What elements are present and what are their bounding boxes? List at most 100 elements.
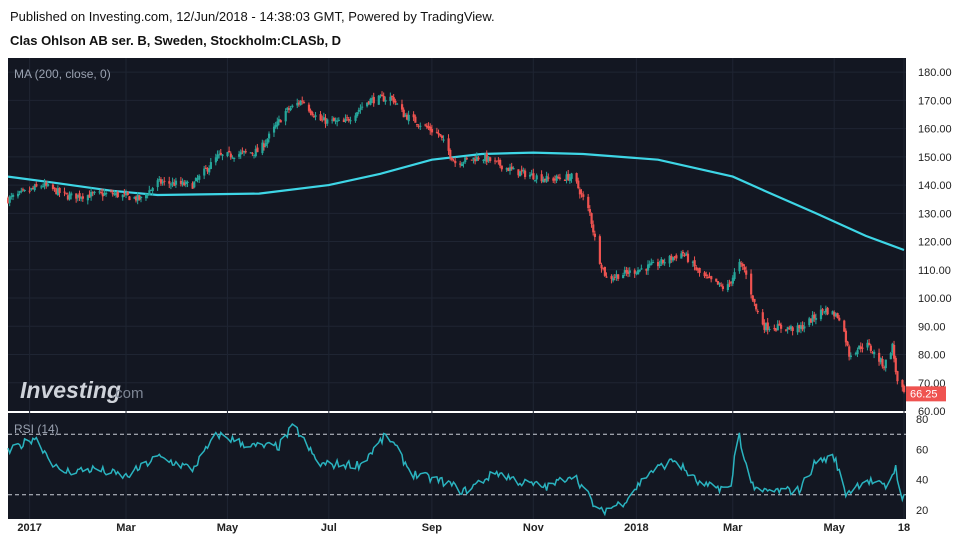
candle-body	[20, 190, 23, 192]
candle-body	[452, 160, 455, 162]
candle-body	[814, 318, 818, 320]
candle-body	[357, 109, 360, 112]
candle-body	[698, 267, 701, 273]
candle-body	[425, 125, 429, 128]
candle-body	[356, 112, 359, 117]
candle-body	[239, 152, 242, 155]
rsi-tick-label: 20	[916, 505, 928, 517]
candle-body	[623, 270, 626, 274]
rsi-layer	[7, 422, 906, 517]
candle-body	[656, 262, 660, 267]
candle-body	[369, 98, 372, 105]
candle-body	[415, 124, 419, 126]
candle-body	[31, 188, 35, 190]
candle-body	[472, 157, 475, 160]
candle-body	[858, 345, 861, 350]
price-tick-label: 140.00	[918, 180, 952, 192]
ma-200-line	[7, 151, 905, 252]
candle-body	[751, 295, 754, 301]
price-tick-label: 120.00	[918, 237, 952, 249]
rsi-tick-label: 40	[916, 475, 928, 487]
candle-body	[450, 157, 454, 160]
candle-body	[844, 330, 848, 343]
candle-body	[80, 197, 83, 199]
candle-body	[465, 158, 469, 160]
candle-body	[291, 105, 294, 108]
candle-body	[718, 283, 721, 285]
time-tick-label: May	[823, 522, 845, 534]
candle-body	[894, 357, 897, 373]
candle-body	[693, 260, 696, 267]
candle-body	[789, 326, 793, 330]
candle-body	[43, 182, 46, 187]
candle-body	[786, 327, 789, 330]
candle-body	[45, 182, 48, 186]
candle-body	[695, 267, 698, 270]
candle-body	[570, 173, 573, 179]
candle-body	[775, 328, 778, 331]
candle-body	[314, 115, 317, 117]
candle-body	[454, 160, 457, 164]
price-tick-label: 160.00	[918, 124, 952, 136]
candle-body	[808, 318, 811, 326]
candle-body	[208, 168, 211, 173]
candle-body	[332, 118, 336, 122]
candle-body	[788, 327, 791, 329]
candle-body	[379, 95, 382, 97]
candle-body	[53, 187, 56, 189]
candle-body	[809, 318, 813, 323]
candle-body	[115, 192, 118, 196]
candle-body	[603, 266, 606, 276]
candle-body	[893, 344, 896, 359]
candle-body	[460, 163, 464, 167]
candle-body	[414, 116, 417, 123]
price-tick-label: 130.00	[918, 208, 952, 220]
candle-body	[156, 180, 159, 188]
candle-body	[896, 371, 899, 382]
candle-body	[658, 264, 661, 266]
candle-body	[784, 329, 788, 331]
candle-body	[336, 120, 339, 122]
candle-body	[831, 311, 834, 315]
price-tick-label: 90.00	[918, 321, 946, 333]
candle-body	[391, 96, 394, 98]
candle-body	[622, 275, 625, 279]
candle-body	[663, 262, 666, 264]
candle-body	[229, 153, 232, 158]
candle-body	[627, 271, 630, 274]
time-tick-label: Mar	[116, 522, 136, 534]
candle-body	[337, 119, 341, 121]
candle-body	[261, 142, 264, 154]
instrument-title: Clas Ohlson AB ser. B, Sweden, Stockholm…	[10, 33, 342, 48]
candle-body	[158, 178, 161, 180]
candle-body	[868, 342, 871, 345]
candle-body	[23, 190, 26, 192]
candle-body	[464, 157, 467, 163]
candle-body	[251, 152, 254, 154]
candle-body	[519, 171, 522, 177]
price-axis	[906, 58, 960, 519]
candle-body	[474, 159, 477, 162]
last-price-marker: 66.25	[906, 386, 946, 402]
candle-body	[721, 286, 725, 289]
candle-body	[547, 177, 550, 179]
candle-body	[796, 325, 799, 333]
candle-body	[673, 256, 676, 258]
candle-body	[779, 324, 783, 329]
candle-body	[206, 168, 209, 172]
candle-body	[228, 150, 231, 153]
candle-body	[590, 213, 593, 224]
candle-body	[311, 112, 314, 116]
candle-body	[756, 311, 759, 313]
candle-body	[703, 272, 706, 277]
candle-body	[284, 111, 287, 122]
publish-info: Published on Investing.com, 12/Jun/2018 …	[10, 9, 495, 24]
candle-body	[753, 298, 756, 303]
time-tick-label: Mar	[723, 522, 743, 534]
candle-body	[267, 133, 271, 139]
candle-body	[168, 181, 171, 184]
candle-body	[319, 114, 322, 121]
candle-body	[615, 274, 618, 278]
candle-body	[849, 355, 853, 358]
candle-body	[366, 102, 369, 107]
